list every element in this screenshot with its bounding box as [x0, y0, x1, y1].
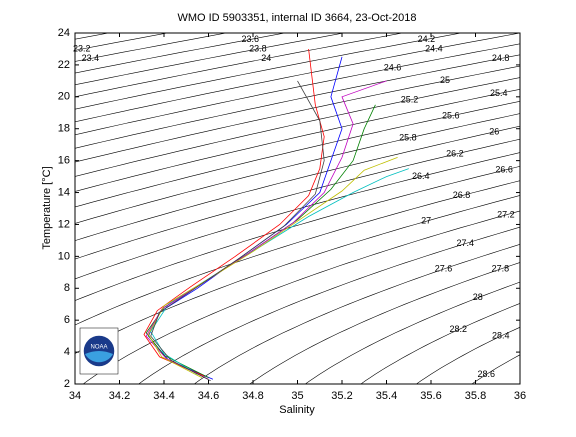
contour-label: 26.8 [453, 190, 471, 200]
x-axis-label: Salinity [279, 404, 315, 416]
x-tick-label: 34.2 [109, 390, 130, 402]
contour-label: 27.8 [492, 264, 510, 274]
y-tick-label: 22 [58, 59, 70, 71]
contour-label: 28.6 [478, 369, 496, 379]
contour-label: 28.2 [449, 324, 467, 334]
y-tick-label: 14 [58, 186, 70, 198]
contour-label: 28 [473, 292, 483, 302]
y-tick-label: 16 [58, 155, 70, 167]
x-tick-label: 35.4 [376, 390, 397, 402]
contour-label: 27.2 [497, 209, 515, 219]
y-tick-label: 2 [64, 378, 70, 390]
x-tick-label: 34.8 [242, 390, 263, 402]
y-tick-label: 8 [64, 282, 70, 294]
contour-label: 25.2 [401, 94, 419, 104]
contour-label: 26.6 [495, 165, 513, 175]
contour-label: 25 [440, 75, 450, 85]
contour-label: 25.6 [442, 110, 460, 120]
y-axis-label: Temperature [°C] [41, 166, 53, 249]
contour-label: 24.2 [418, 34, 436, 44]
contour-label: 27.6 [435, 264, 453, 274]
y-tick-label: 18 [58, 123, 70, 135]
y-tick-label: 10 [58, 250, 70, 262]
noaa-logo: NOAA [80, 328, 118, 374]
y-tick-label: 20 [58, 91, 70, 103]
contour-label: 27.4 [457, 238, 475, 248]
contour-label: 24 [261, 53, 271, 63]
contour-label: 26.2 [446, 149, 464, 159]
chart-title: WMO ID 5903351, internal ID 3664, 23-Oct… [177, 12, 416, 24]
contour-label: 23.2 [73, 43, 91, 53]
x-tick-label: 35.6 [420, 390, 441, 402]
y-tick-label: 6 [64, 314, 70, 326]
x-tick-label: 36 [514, 390, 526, 402]
contour-label: 26.4 [412, 171, 430, 181]
x-tick-label: 35.8 [465, 390, 486, 402]
contour-label: 26 [489, 126, 499, 136]
y-tick-label: 4 [64, 346, 70, 358]
x-tick-label: 34.6 [198, 390, 219, 402]
contour-label: 24.8 [492, 53, 510, 63]
contour-label: 25.8 [399, 133, 417, 143]
contour-label: 25.4 [490, 88, 508, 98]
contour-label: 23.4 [82, 53, 100, 63]
y-tick-label: 24 [58, 27, 70, 39]
contour-label: 23.6 [241, 34, 259, 44]
contour-label: 27 [421, 216, 431, 226]
x-tick-label: 35.2 [331, 390, 352, 402]
contour-label: 24.6 [384, 62, 402, 72]
y-tick-label: 12 [58, 218, 70, 230]
contour-label: 24.4 [425, 43, 443, 53]
contour-label: 23.8 [249, 43, 267, 53]
x-tick-label: 35 [291, 390, 303, 402]
x-tick-label: 34 [69, 390, 81, 402]
x-tick-label: 34.4 [153, 390, 174, 402]
contour-label: 28.4 [492, 331, 510, 341]
svg-text:NOAA: NOAA [90, 345, 107, 351]
